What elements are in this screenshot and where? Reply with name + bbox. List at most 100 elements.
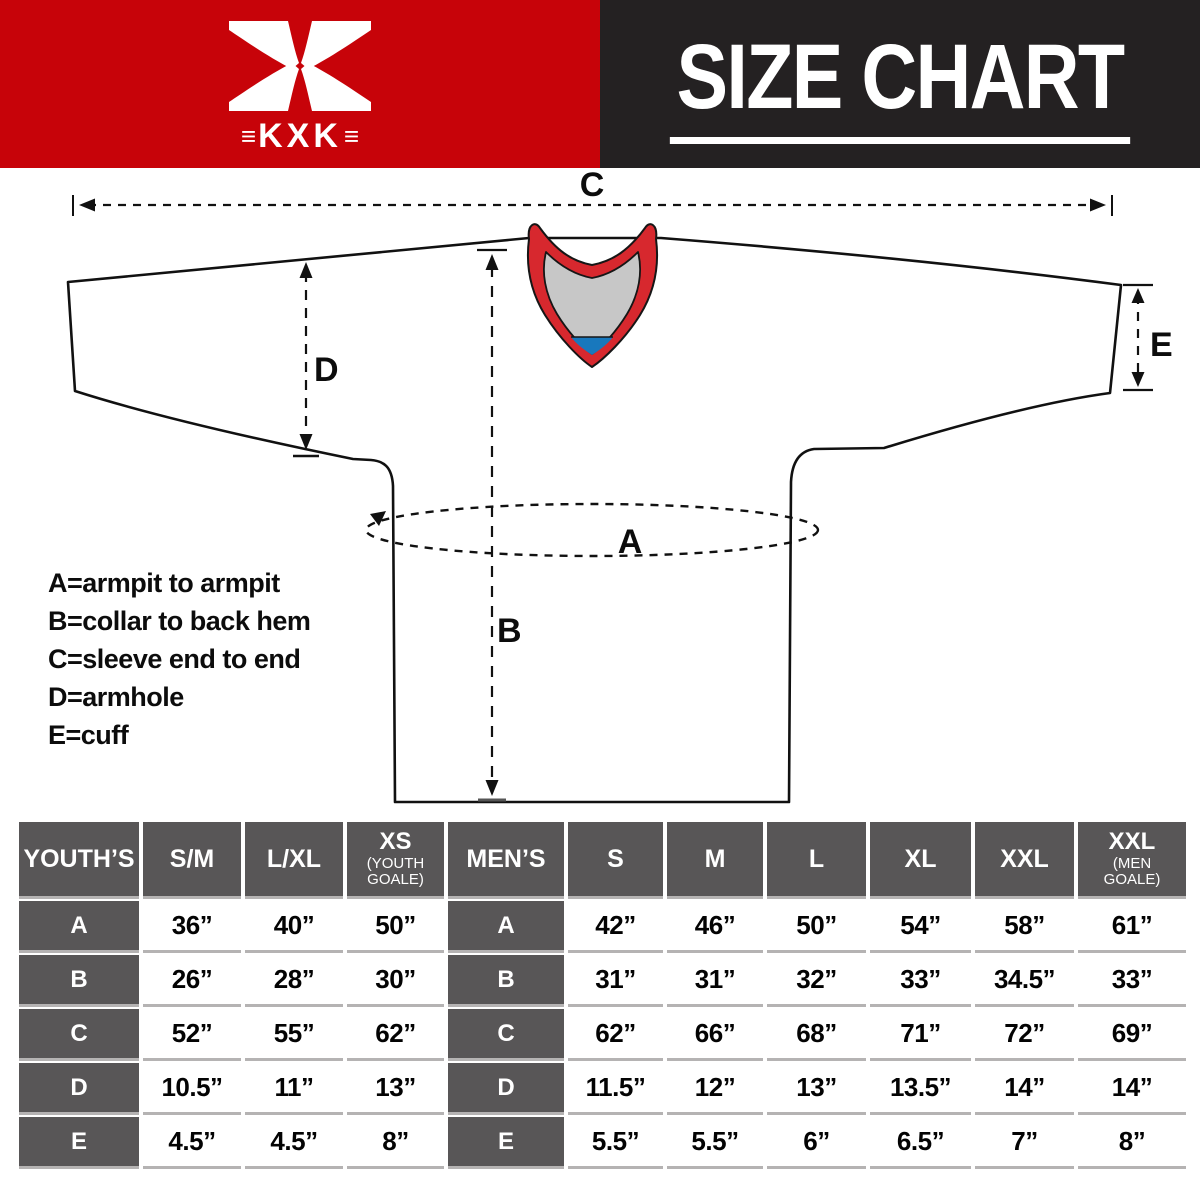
brand-name: KXK (258, 117, 342, 155)
brand-panel: ≡KXK≡ (0, 0, 600, 168)
value-cell: 26” (143, 955, 241, 1004)
row-label: E (448, 1117, 564, 1166)
value-cell: 68” (767, 1009, 866, 1058)
dim-c (72, 195, 1113, 216)
value-cell: 5.5” (568, 1117, 663, 1166)
legend-line: A=armpit to armpit (48, 568, 280, 598)
value-cell: 7” (975, 1117, 1074, 1166)
goalie-note: (YOUTH GOALE) (366, 855, 425, 888)
title-panel: SIZE CHART (600, 0, 1200, 168)
collar-inner (543, 251, 641, 355)
value-cell: 69” (1078, 1009, 1186, 1058)
value-cell: 4.5” (143, 1117, 241, 1166)
value-cell: 13” (767, 1063, 866, 1112)
value-cell: 71” (870, 1009, 971, 1058)
value-cell: 12” (667, 1063, 763, 1112)
collar-blue-insert (571, 337, 613, 355)
men-goalie-header: XXL (MEN GOALE) (1078, 822, 1186, 896)
value-cell: 55” (245, 1009, 343, 1058)
value-cell: 13” (347, 1063, 444, 1112)
value-cell: 28” (245, 955, 343, 1004)
row-label: D (19, 1063, 139, 1112)
value-cell: 54” (870, 901, 971, 950)
dim-b (477, 248, 507, 802)
dim-label-e: E (1150, 326, 1173, 364)
dim-a (364, 502, 820, 558)
value-cell: 6.5” (870, 1117, 971, 1166)
value-cell: 36” (143, 901, 241, 950)
value-cell: 50” (767, 901, 866, 950)
dim-d (293, 262, 319, 458)
value-cell: 52” (143, 1009, 241, 1058)
value-cell: 33” (870, 955, 971, 1004)
value-cell: 11.5” (568, 1063, 663, 1112)
value-cell: 11” (245, 1063, 343, 1112)
value-cell: 10.5” (143, 1063, 241, 1112)
value-cell: 66” (667, 1009, 763, 1058)
value-cell: 58” (975, 901, 1074, 950)
value-cell: 30” (347, 955, 444, 1004)
tri-bar-icon: ≡ (343, 121, 360, 151)
youth-size-header: S/M (143, 822, 241, 896)
men-size-header: M (667, 822, 763, 896)
value-cell: 40” (245, 901, 343, 950)
tri-bar-icon: ≡ (240, 121, 257, 151)
goalie-size: XXL (1108, 828, 1156, 855)
page-header: ≡KXK≡ SIZE CHART (0, 0, 1200, 168)
row-label: E (19, 1117, 139, 1166)
value-cell: 50” (347, 901, 444, 950)
goalie-size: XS (379, 828, 412, 855)
dim-label-b: B (497, 612, 522, 650)
value-cell: 6” (767, 1117, 866, 1166)
row-label: D (448, 1063, 564, 1112)
row-label: C (448, 1009, 564, 1058)
row-label: A (448, 901, 564, 950)
kxk-logo-icon (229, 21, 371, 111)
value-cell: 8” (1078, 1117, 1186, 1166)
value-cell: 14” (975, 1063, 1074, 1112)
value-cell: 46” (667, 901, 763, 950)
jersey-outline (66, 236, 1123, 804)
row-label: C (19, 1009, 139, 1058)
value-cell: 32” (767, 955, 866, 1004)
dim-e (1123, 283, 1153, 392)
value-cell: 34.5” (975, 955, 1074, 1004)
jersey-diagram-section: C D B E (0, 168, 1200, 822)
men-size-header: L (767, 822, 866, 896)
men-group-header: MEN’S (448, 822, 564, 896)
row-label: B (19, 955, 139, 1004)
value-cell: 31” (667, 955, 763, 1004)
dim-label-c: C (580, 168, 605, 204)
value-cell: 62” (347, 1009, 444, 1058)
value-cell: 4.5” (245, 1117, 343, 1166)
legend-line: C=sleeve end to end (48, 644, 301, 674)
row-label: B (448, 955, 564, 1004)
value-cell: 62” (568, 1009, 663, 1058)
dim-label-a: A (618, 523, 643, 561)
men-size-header: S (568, 822, 663, 896)
men-size-header: XL (870, 822, 971, 896)
legend-line: D=armhole (48, 682, 184, 712)
brand-wordmark: ≡KXK≡ (0, 119, 600, 153)
youth-group-header: YOUTH’S (19, 822, 139, 896)
row-label: A (19, 901, 139, 950)
measurement-legend: A=armpit to armpit B=collar to back hem … (48, 564, 311, 754)
value-cell: 33” (1078, 955, 1186, 1004)
page-title: SIZE CHART (669, 25, 1131, 144)
legend-line: E=cuff (48, 720, 129, 750)
value-cell: 61” (1078, 901, 1186, 950)
dim-label-d: D (314, 351, 339, 389)
goalie-note: (MEN GOALE) (1103, 855, 1161, 888)
value-cell: 42” (568, 901, 663, 950)
youth-size-header: L/XL (245, 822, 343, 896)
value-cell: 5.5” (667, 1117, 763, 1166)
legend-line: B=collar to back hem (48, 606, 311, 636)
value-cell: 14” (1078, 1063, 1186, 1112)
value-cell: 13.5” (870, 1063, 971, 1112)
youth-goalie-header: XS (YOUTH GOALE) (347, 822, 444, 896)
jersey-diagram: C D B E (66, 168, 1173, 804)
value-cell: 8” (347, 1117, 444, 1166)
men-size-header: XXL (975, 822, 1074, 896)
size-table: YOUTH’S S/M L/XL XS (YOUTH GOALE) MEN’S … (19, 822, 1200, 1166)
value-cell: 72” (975, 1009, 1074, 1058)
